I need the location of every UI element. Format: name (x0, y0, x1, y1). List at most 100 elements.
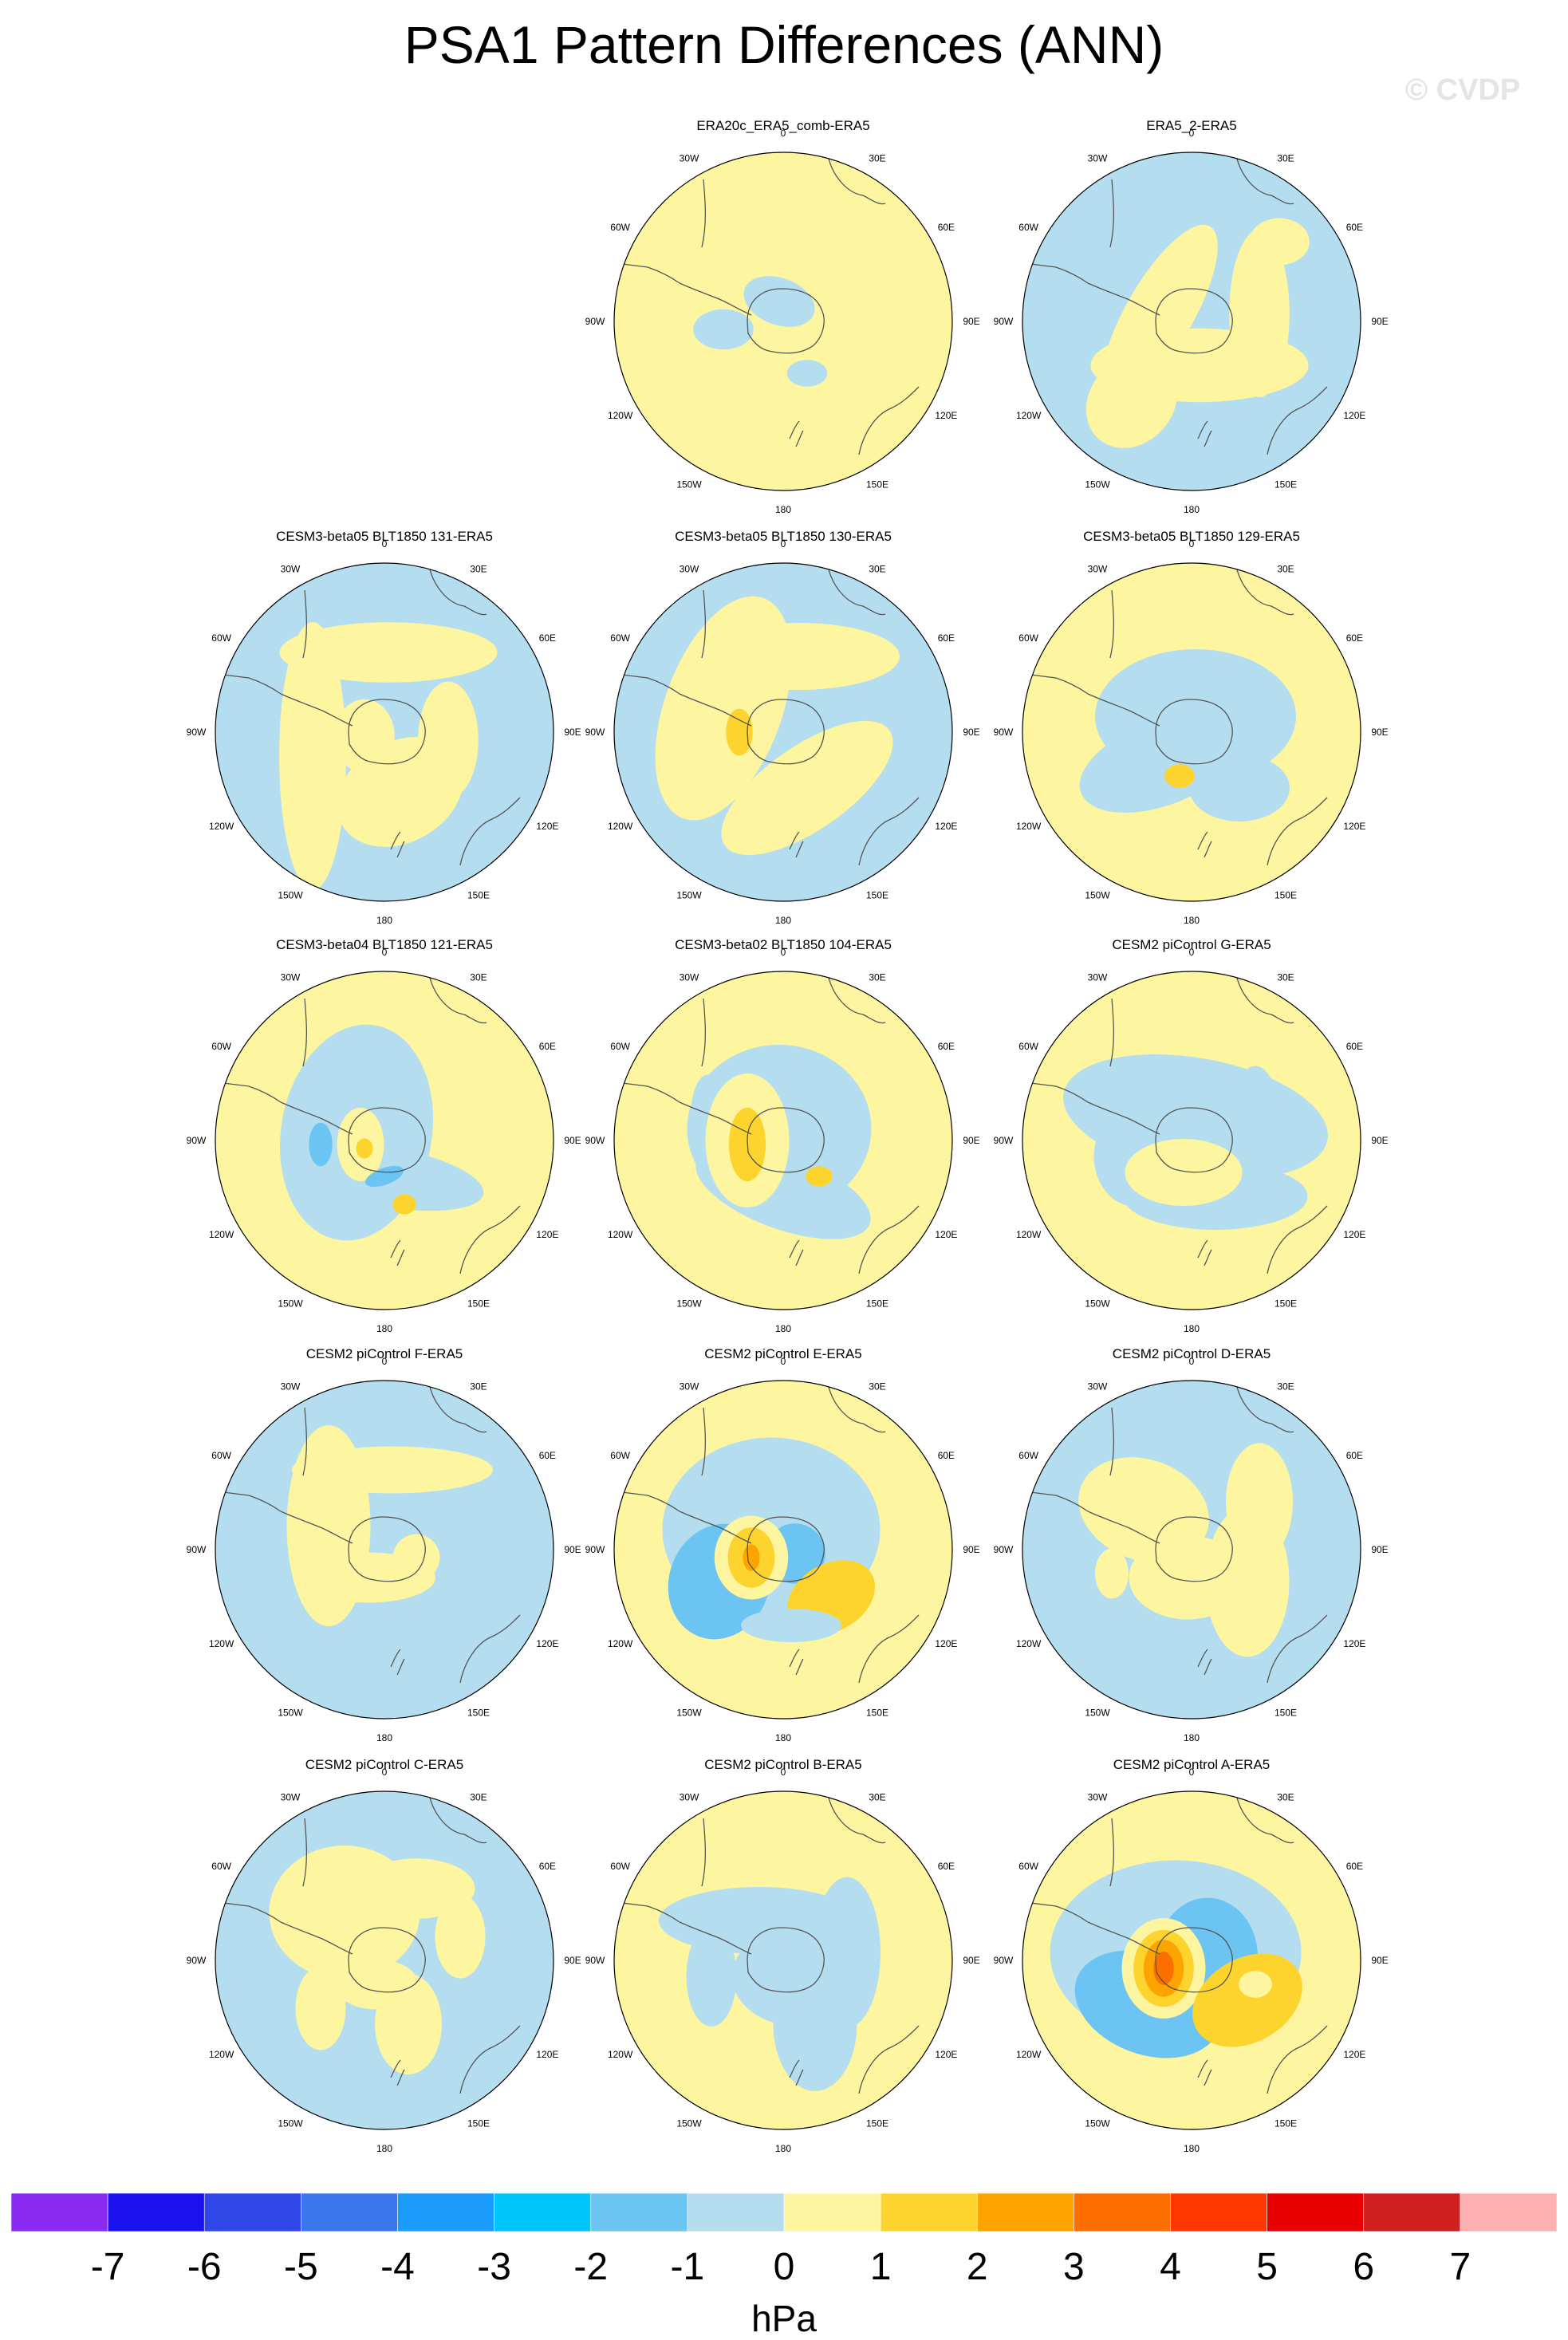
antarctica-coast (1155, 1927, 1233, 1993)
longitude-label: 180 (376, 915, 392, 926)
polar-map: 0 30E 60E 90E 120E 150E 180 150W 120W 90W 60W 30W (994, 1356, 1389, 1743)
antarctic-peninsula (1087, 1511, 1160, 1544)
colorbar-tick-label: 6 (1353, 2246, 1375, 2288)
colorbar-tick-label: -6 (187, 2246, 222, 2288)
colorbar-swatch (1267, 2193, 1365, 2232)
antarctica-coast (1155, 1516, 1233, 1582)
antarctica-coast (1155, 288, 1233, 354)
colorbar-swatch (976, 2193, 1074, 2232)
south-america-east-coast (302, 1407, 308, 1476)
longitude-label: 0 (781, 1767, 786, 1778)
anomaly-contour (1164, 764, 1195, 788)
australia-coast (858, 2025, 920, 2094)
longitude-label: 60W (610, 1450, 630, 1461)
colorbar-tick-label: 1 (869, 2246, 892, 2288)
australia-coast (1267, 1614, 1328, 1684)
longitude-label: 120W (608, 2049, 633, 2060)
australia-coast (1267, 1205, 1328, 1274)
antarctic-peninsula (1087, 282, 1160, 316)
longitude-label: 90E (1371, 1955, 1388, 1966)
longitude-label: 90E (564, 727, 581, 738)
longitude-label: 90E (564, 1135, 581, 1146)
longitude-label: 120E (1343, 410, 1365, 421)
longitude-label: 30E (869, 1792, 885, 1803)
south-america-coast (1023, 673, 1089, 695)
longitude-label: 30W (1088, 1381, 1108, 1393)
polar-map: 0 30E 60E 90E 120E 150E 180 150W 120W 90W 60W 30W (585, 947, 980, 1334)
longitude-label: 0 (1189, 538, 1195, 550)
longitude-label: 90E (963, 316, 979, 327)
longitude-label: 120W (1016, 1229, 1042, 1240)
panel-title: CESM3-beta04 BLT1850 121-ERA5 (276, 937, 493, 952)
longitude-label: 120W (1016, 1638, 1042, 1649)
africa-coast (826, 971, 886, 1024)
longitude-label: 90W (994, 316, 1014, 327)
longitude-label: 30E (869, 972, 885, 983)
longitude-label: 150E (866, 479, 888, 490)
new-zealand-coast (1197, 831, 1212, 858)
australia-coast (858, 386, 920, 455)
new-zealand-coast (789, 1649, 804, 1676)
map-boundary (215, 1790, 554, 2130)
longitude-label: 60E (539, 1861, 556, 1872)
longitude-label: 60W (610, 632, 630, 644)
africa-coast (826, 563, 886, 616)
longitude-label: 30W (1088, 564, 1108, 575)
polar-map: 0 30E 60E 90E 120E 150E 180 150W 120W 90W 60W 30W (187, 947, 581, 1334)
longitude-label: 120W (209, 1638, 234, 1649)
new-zealand-coast (1197, 2059, 1212, 2086)
longitude-label: 30W (680, 1381, 699, 1393)
longitude-label: 150W (676, 2117, 702, 2129)
coastlines (1023, 1791, 1328, 2094)
africa-coast (826, 1791, 886, 1844)
anomaly-contour (1078, 1457, 1209, 1562)
longitude-label: 120W (209, 1229, 234, 1240)
panel-title: CESM2 piControl G-ERA5 (1112, 937, 1271, 952)
longitude-label: 30W (281, 1381, 301, 1393)
colorbar-tick-label: 2 (966, 2246, 988, 2288)
longitude-label: 180 (376, 1732, 392, 1743)
longitude-label: 90W (187, 1955, 207, 1966)
antarctica-coast (747, 1516, 825, 1582)
antarctic-peninsula (679, 1921, 752, 1955)
longitude-label: 60W (610, 1041, 630, 1052)
longitude-label: 150E (467, 889, 490, 900)
longitude-label: 120W (1016, 821, 1042, 832)
longitude-label: 120E (536, 821, 558, 832)
panel-title: CESM2 piControl B-ERA5 (704, 1757, 862, 1772)
longitude-label: 60E (938, 1041, 955, 1052)
south-america-east-coast (1109, 179, 1115, 248)
colorbar-swatch (107, 2193, 205, 2232)
anomaly-contour (1125, 1139, 1243, 1206)
panel-title: CESM2 piControl F-ERA5 (305, 1346, 463, 1361)
longitude-label: 150E (1274, 1707, 1297, 1718)
coastlines (216, 1791, 521, 2094)
map-panel-cesm3-beta05-blt1850-129-era5: CESM3-beta05 BLT1850 129-ERA5 0 30E 60E 90E 1… (992, 529, 1391, 945)
longitude-label: 0 (382, 1767, 388, 1778)
antarctic-peninsula (679, 1101, 752, 1135)
anomaly-contour (365, 1165, 404, 1188)
longitude-label: 180 (775, 1323, 791, 1334)
antarctica-coast (348, 1107, 426, 1173)
longitude-label: 0 (781, 1356, 786, 1367)
longitude-label: 30W (1088, 972, 1108, 983)
new-zealand-coast (390, 831, 405, 858)
antarctica-coast (1155, 1107, 1233, 1173)
south-america-east-coast (302, 998, 308, 1067)
south-america-coast (216, 673, 282, 695)
new-zealand-coast (390, 1239, 405, 1267)
anomaly-contour (1249, 218, 1310, 266)
anomaly-contour (693, 309, 754, 350)
south-america-coast (1023, 1901, 1089, 1923)
south-america-east-coast (701, 998, 707, 1067)
australia-coast (459, 797, 521, 866)
map-boundary (613, 562, 953, 902)
coastlines (216, 971, 521, 1274)
longitude-label: 60W (211, 1041, 231, 1052)
antarctic-peninsula (679, 693, 752, 727)
antarctic-peninsula (679, 1511, 752, 1544)
coastlines (615, 971, 920, 1274)
longitude-label: 30E (1277, 564, 1294, 575)
south-america-coast (615, 673, 680, 695)
longitude-label: 60E (539, 1041, 556, 1052)
